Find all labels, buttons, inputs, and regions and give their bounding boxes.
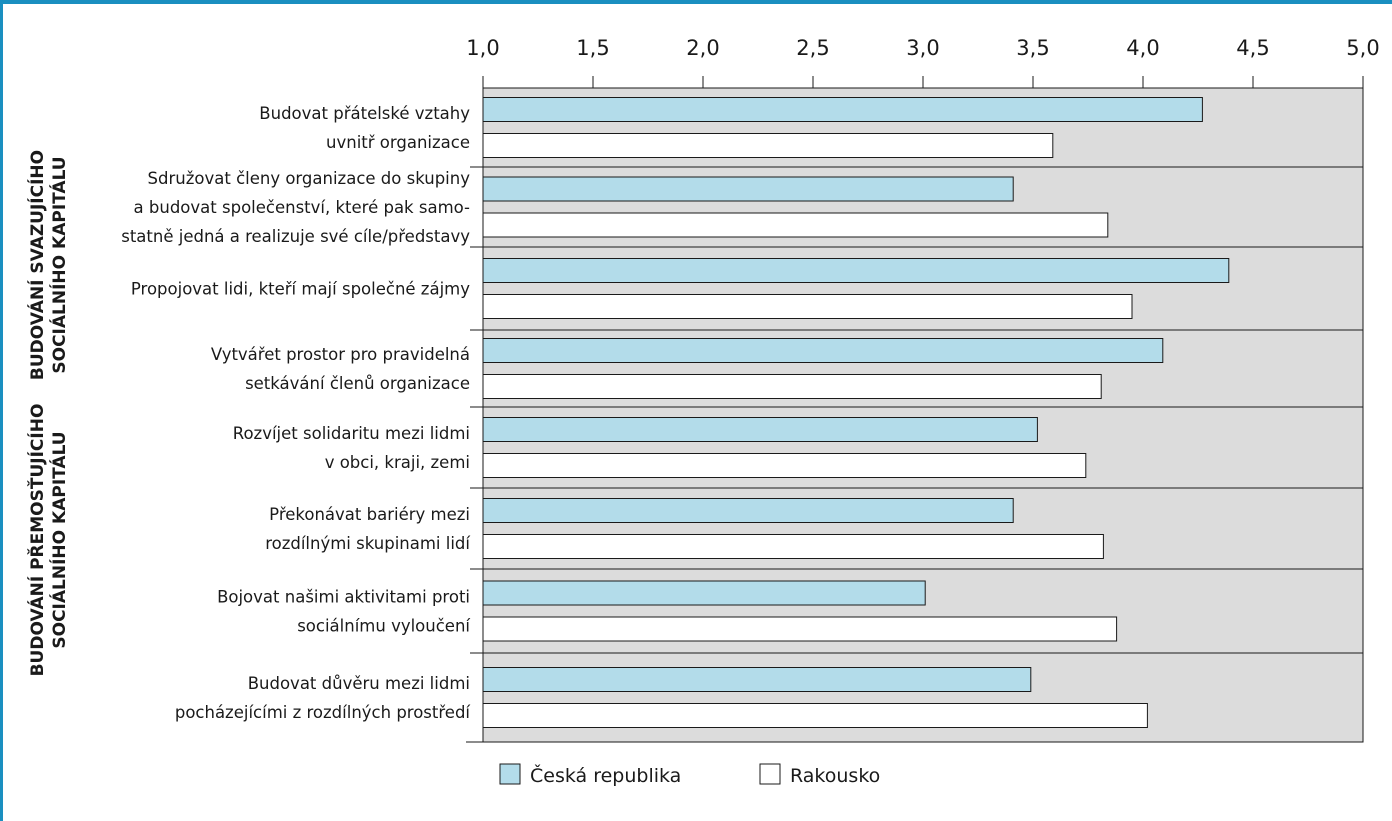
category-label-line: uvnitř organizace [326,133,470,152]
bar-ceska-republika [482,667,1032,692]
legend-swatch-rakousko [759,763,781,785]
bar-rakousko [482,374,1102,399]
category-label-line: Bojovat našimi aktivitami proti [217,588,470,607]
category-label-line: pocházejícími z rozdílných prostředí [175,703,472,722]
category-label-line: Rozvíjet solidaritu mezi lidmi [233,424,470,443]
category-label-line: statně jedná a realizuje své cíle/předst… [121,227,470,246]
category-rows [466,166,1363,743]
x-tick-label: 3,0 [906,36,939,60]
category-label-line: Budovat důvěru mezi lidmi [248,674,470,693]
category-label-line: a budovat společenství, které pak samo- [134,198,470,217]
legend-label-ceska-republika: Česká republika [530,763,681,787]
category-label: Budovat přátelské vztahy uvnitř organizac… [259,104,470,152]
category-label-line: Překonávat bariéry mezi [269,505,470,524]
category-labels: Budovat přátelské vztahy uvnitř organizac… [121,104,471,722]
legend-label-rakousko: Rakousko [790,765,880,787]
bar-ceska-republika [482,258,1230,283]
x-tick-label: 4,0 [1126,36,1159,60]
category-label-line: Vytvářet prostor pro pravidelná [211,345,470,364]
frame-top-accent [0,0,1392,4]
x-tick-label: 4,5 [1236,36,1269,60]
category-label: Vytvářet prostor pro pravidelná setkávání… [211,345,470,393]
category-label-line: setkávání členů organizace [245,374,470,393]
bar-ceska-republika [482,338,1164,363]
bar-rakousko [482,133,1054,158]
category-label: Překonávat bariéry mezi rozdílnými skupin… [265,505,471,553]
bar-rakousko [482,294,1133,319]
bar-ceska-republika [482,498,1014,523]
category-label-line: v obci, kraji, zemi [325,453,470,472]
category-label: Rozvíjet solidaritu mezi lidmi v obci, kr… [233,424,470,472]
bars [482,97,1230,728]
group-label: BUDOVÁNÍ PŘEMOSŤUJÍCÍHO SOCIÁLNÍHO KAPITÁ… [26,404,70,677]
category-label-line: Sdružovat členy organizace do skupiny [148,169,471,188]
group-label-line: SOCIÁLNÍHO KAPITÁLU [48,431,70,648]
bar-ceska-republika [482,176,1014,202]
legend: Česká republika Rakousko [499,763,880,787]
group-label: BUDOVÁNÍ SVAZUJÍCÍHO SOCIÁLNÍHO KAPITÁLU [26,150,70,380]
group-label-line: SOCIÁLNÍHO KAPITÁLU [48,156,70,373]
bar-ceska-republika [482,97,1203,122]
category-label-line: Propojovat lidi, kteří mají společné záj… [131,280,470,299]
bar-rakousko [482,616,1118,642]
bar-ceska-republika [482,417,1038,442]
category-label-line: rozdílnými skupinami lidí [265,534,471,553]
x-tick-label: 2,5 [796,36,829,60]
bar-rakousko [482,534,1104,559]
bar-rakousko [482,703,1148,728]
group-label-line: BUDOVÁNÍ SVAZUJÍCÍHO [26,150,48,380]
x-tick-label: 1,0 [466,36,499,60]
category-label-line: sociálnímu vyloučení [297,617,471,636]
category-label: Bojovat našimi aktivitami proti sociálním… [217,588,471,636]
bar-rakousko [482,453,1087,478]
x-tick-label: 3,5 [1016,36,1049,60]
group-labels: BUDOVÁNÍ SVAZUJÍCÍHO SOCIÁLNÍHO KAPITÁLUB… [26,150,70,676]
x-tick-label: 5,0 [1346,36,1379,60]
x-axis: 1,0 1,5 2,0 2,5 3,0 3,5 4,0 4,5 5,0 [466,36,1380,88]
bar-rakousko [482,212,1109,238]
group-label-line: BUDOVÁNÍ PŘEMOSŤUJÍCÍHO [26,404,48,677]
x-tick-label: 2,0 [686,36,719,60]
category-label: Budovat důvěru mezi lidmi pocházejícími z… [175,674,472,722]
category-label: Sdružovat členy organizace do skupiny a b… [121,169,470,246]
category-label: Propojovat lidi, kteří mají společné záj… [131,280,470,299]
x-tick-label: 1,5 [576,36,609,60]
category-label-line: Budovat přátelské vztahy [259,104,470,123]
bar-ceska-republika [482,580,926,606]
legend-swatch-ceska-republika [499,763,521,785]
